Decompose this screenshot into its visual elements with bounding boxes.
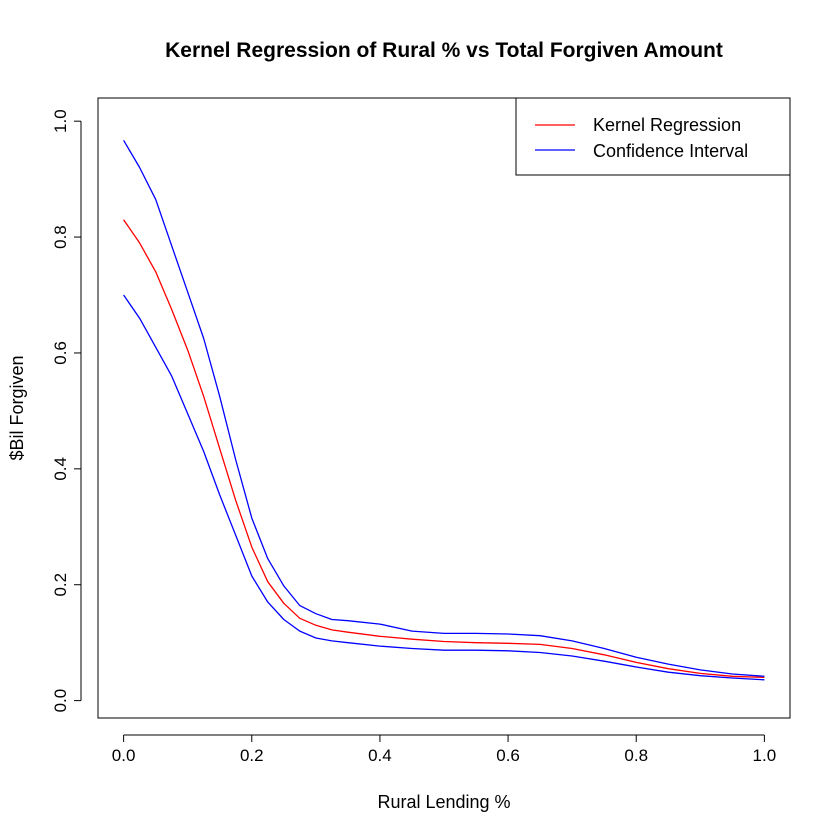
y-tick-label: 0.2	[51, 573, 70, 597]
y-tick-label: 1.0	[51, 109, 70, 133]
chart-title: Kernel Regression of Rural % vs Total Fo…	[165, 39, 723, 62]
y-tick-label: 0.4	[51, 457, 70, 481]
x-tick-label: 1.0	[753, 746, 777, 765]
legend: Kernel Regression Confidence Interval	[515, 97, 791, 176]
y-tick-label: 0.0	[51, 689, 70, 713]
x-tick-label: 0.4	[368, 746, 392, 765]
x-tick-label: 0.6	[496, 746, 520, 765]
x-tick-label: 0.2	[240, 746, 264, 765]
kernel-regression-line	[123, 219, 765, 679]
x-axis: 0.0 0.2 0.4 0.6 0.8 1.0	[112, 734, 777, 765]
y-axis: 0.0 0.2 0.4 0.6 0.8 1.0	[51, 109, 82, 713]
confidence-interval-lower-line	[123, 294, 765, 681]
x-tick-label: 0.0	[112, 746, 136, 765]
legend-label-kernel-regression: Kernel Regression	[593, 115, 741, 135]
legend-box	[515, 97, 791, 176]
confidence-interval-upper-line	[123, 139, 765, 677]
x-tick-label: 0.8	[624, 746, 648, 765]
y-tick-label: 0.8	[51, 225, 70, 249]
y-tick-label: 0.6	[51, 341, 70, 365]
y-axis-label: $Bil Forgiven	[7, 355, 27, 460]
series-layer	[123, 139, 765, 681]
legend-label-confidence-interval: Confidence Interval	[593, 141, 748, 161]
plot-frame	[97, 97, 791, 719]
x-axis-label: Rural Lending %	[377, 792, 510, 812]
